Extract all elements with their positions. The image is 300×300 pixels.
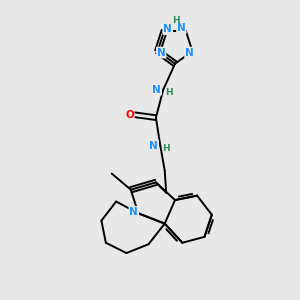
Text: N: N: [152, 85, 161, 94]
Text: H: H: [165, 88, 172, 97]
Text: H: H: [172, 16, 179, 25]
Text: N: N: [129, 207, 138, 217]
Text: N: N: [164, 24, 172, 34]
Text: N: N: [157, 48, 166, 58]
Text: N: N: [149, 141, 158, 151]
Text: H: H: [162, 144, 170, 153]
Text: N: N: [185, 48, 194, 58]
Text: O: O: [125, 110, 134, 120]
Text: N: N: [177, 23, 186, 33]
